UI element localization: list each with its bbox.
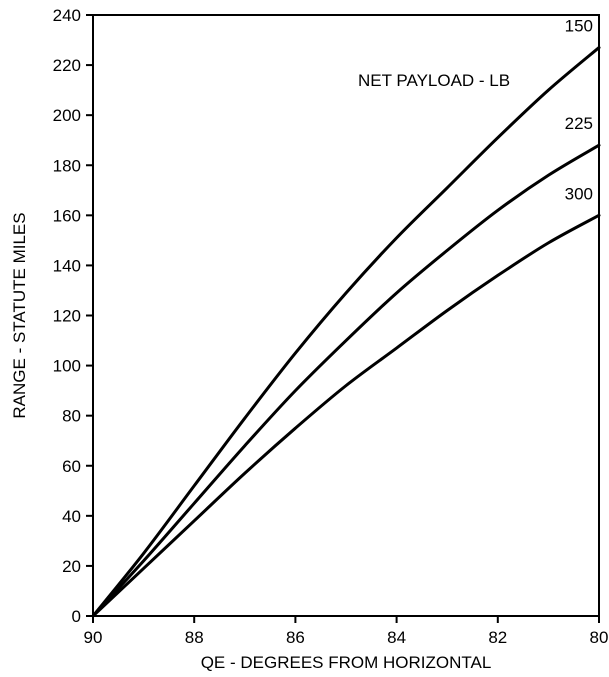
y-tick-label: 200 [53, 106, 81, 125]
series-labels: 150 225 300 [565, 17, 593, 204]
x-tick-label: 90 [84, 628, 103, 647]
y-axis-ticks: 0 20 40 60 80 100 120 140 160 180 200 220 240 [53, 6, 93, 626]
y-tick-label: 180 [53, 156, 81, 175]
x-tick-label: 86 [286, 628, 305, 647]
series-line-225 [91, 143, 601, 618]
y-tick-label: 120 [53, 307, 81, 326]
x-axis-title: QE - DEGREES FROM HORIZONTAL [201, 653, 492, 672]
series-label-225: 225 [565, 114, 593, 133]
y-tick-label: 40 [62, 507, 81, 526]
plot-frame [92, 14, 600, 617]
x-tick-label: 82 [488, 628, 507, 647]
y-tick-label: 240 [53, 6, 81, 25]
x-tick-label: 88 [185, 628, 204, 647]
y-tick-label: 20 [62, 557, 81, 576]
x-axis-ticks: 90 88 86 84 82 80 [84, 616, 609, 647]
series-line-150 [91, 46, 601, 618]
series-label-150: 150 [565, 17, 593, 36]
x-tick-label: 84 [387, 628, 406, 647]
y-tick-label: 160 [53, 206, 81, 225]
y-tick-label: 60 [62, 457, 81, 476]
y-axis-title: RANGE - STATUTE MILES [10, 212, 29, 418]
y-tick-label: 100 [53, 357, 81, 376]
y-tick-label: 140 [53, 256, 81, 275]
legend-title: NET PAYLOAD - LB [358, 71, 510, 90]
y-tick-label: 0 [72, 607, 81, 626]
y-tick-label: 220 [53, 56, 81, 75]
y-tick-label: 80 [62, 407, 81, 426]
x-tick-label: 80 [590, 628, 609, 647]
series-line-300 [91, 213, 601, 618]
series-lines [91, 46, 601, 618]
series-label-300: 300 [565, 184, 593, 203]
